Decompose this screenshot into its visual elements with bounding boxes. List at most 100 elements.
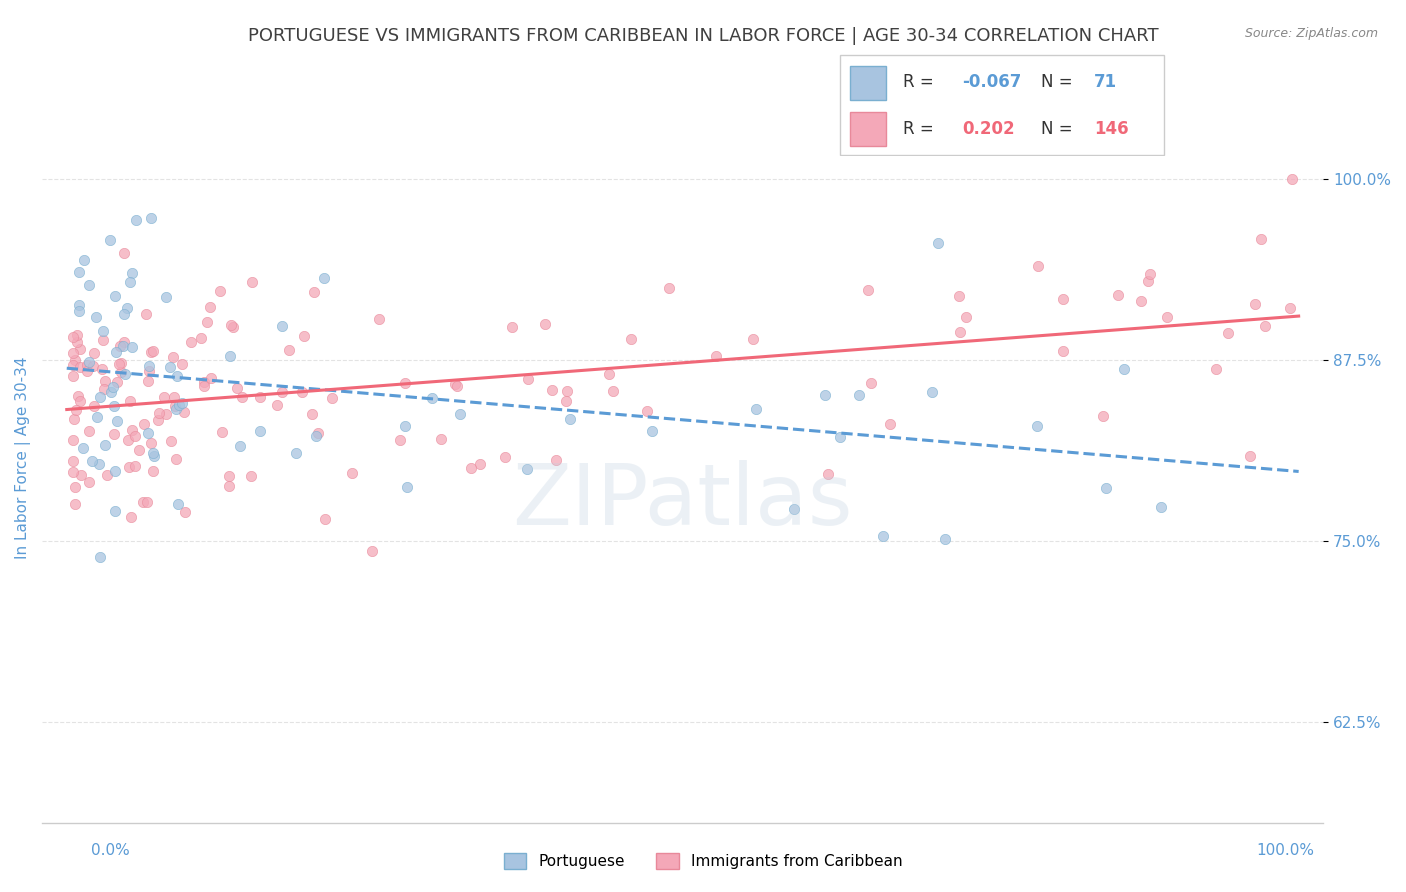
Point bbox=[921, 384, 943, 399]
Text: 0.202: 0.202 bbox=[962, 120, 1015, 138]
Point bbox=[641, 424, 664, 438]
Point bbox=[77, 425, 100, 439]
Point bbox=[200, 370, 222, 384]
Point bbox=[121, 340, 143, 354]
Point bbox=[658, 281, 681, 295]
Point bbox=[103, 426, 125, 441]
Point bbox=[91, 361, 114, 376]
Point bbox=[62, 358, 84, 372]
Point bbox=[1250, 232, 1272, 246]
Point bbox=[67, 264, 90, 278]
Point bbox=[62, 453, 84, 467]
Point bbox=[174, 505, 197, 519]
Point bbox=[557, 384, 579, 398]
Point bbox=[69, 393, 91, 408]
Point bbox=[291, 385, 314, 400]
Point bbox=[828, 430, 851, 444]
Point bbox=[159, 359, 181, 374]
Point bbox=[620, 332, 643, 346]
Point bbox=[66, 334, 89, 349]
Point bbox=[65, 403, 87, 417]
Point bbox=[70, 468, 93, 483]
Point bbox=[558, 412, 581, 426]
Point bbox=[218, 469, 240, 483]
Point bbox=[948, 289, 970, 303]
Point bbox=[139, 344, 162, 359]
Point bbox=[429, 432, 451, 446]
Point bbox=[494, 450, 516, 464]
Point bbox=[301, 407, 323, 421]
Point bbox=[146, 413, 169, 427]
Text: N =: N = bbox=[1042, 73, 1078, 91]
Text: 0.0%: 0.0% bbox=[91, 843, 131, 857]
Point bbox=[817, 467, 839, 482]
Point bbox=[814, 388, 837, 402]
Point bbox=[110, 356, 132, 370]
Text: N =: N = bbox=[1042, 120, 1078, 138]
Point bbox=[80, 454, 103, 468]
Point bbox=[86, 410, 108, 425]
Point bbox=[165, 401, 187, 416]
Point bbox=[193, 375, 215, 389]
Point bbox=[167, 497, 190, 511]
Point bbox=[501, 319, 523, 334]
Point bbox=[128, 442, 150, 457]
Point bbox=[118, 275, 141, 289]
Point bbox=[555, 393, 578, 408]
Point bbox=[534, 317, 557, 331]
Point bbox=[62, 369, 84, 384]
Point bbox=[292, 329, 315, 343]
Point bbox=[67, 298, 90, 312]
Point bbox=[112, 339, 135, 353]
Point bbox=[517, 372, 540, 386]
Point bbox=[745, 402, 768, 417]
Point bbox=[1218, 326, 1240, 340]
Point bbox=[636, 404, 658, 418]
Point bbox=[100, 385, 122, 400]
Text: 100.0%: 100.0% bbox=[1257, 843, 1315, 857]
Point bbox=[190, 331, 212, 345]
Point bbox=[314, 512, 336, 526]
Point bbox=[83, 346, 105, 360]
Point bbox=[949, 325, 972, 339]
Point bbox=[69, 359, 91, 374]
Point bbox=[142, 446, 165, 460]
Point bbox=[277, 343, 299, 357]
Point bbox=[321, 391, 343, 405]
Point bbox=[118, 393, 141, 408]
Point bbox=[1139, 267, 1161, 281]
Point bbox=[1112, 362, 1135, 376]
Point bbox=[444, 377, 467, 392]
Point bbox=[1130, 293, 1153, 308]
Point bbox=[121, 266, 143, 280]
Y-axis label: In Labor Force | Age 30-34: In Labor Force | Age 30-34 bbox=[15, 357, 31, 559]
Text: R =: R = bbox=[903, 73, 939, 91]
Point bbox=[219, 349, 242, 363]
Point bbox=[98, 233, 121, 247]
Point bbox=[163, 400, 186, 414]
Point bbox=[394, 376, 416, 390]
Point bbox=[79, 475, 101, 489]
Point bbox=[152, 390, 174, 404]
Point bbox=[173, 404, 195, 418]
Point bbox=[115, 301, 138, 315]
Point bbox=[104, 503, 127, 517]
Point bbox=[166, 368, 188, 383]
Point bbox=[546, 453, 568, 467]
Point bbox=[135, 307, 157, 321]
Point bbox=[136, 426, 159, 441]
Point bbox=[104, 289, 127, 303]
Point bbox=[934, 532, 956, 546]
Point bbox=[62, 345, 84, 359]
Point bbox=[110, 365, 132, 379]
Point bbox=[77, 354, 100, 368]
Point bbox=[271, 319, 294, 334]
Point bbox=[195, 315, 218, 329]
Point bbox=[468, 457, 491, 471]
Point bbox=[1052, 292, 1074, 306]
Point bbox=[101, 379, 124, 393]
Point bbox=[219, 318, 242, 333]
Point bbox=[193, 378, 215, 392]
Point bbox=[222, 320, 245, 334]
Point bbox=[208, 284, 231, 298]
